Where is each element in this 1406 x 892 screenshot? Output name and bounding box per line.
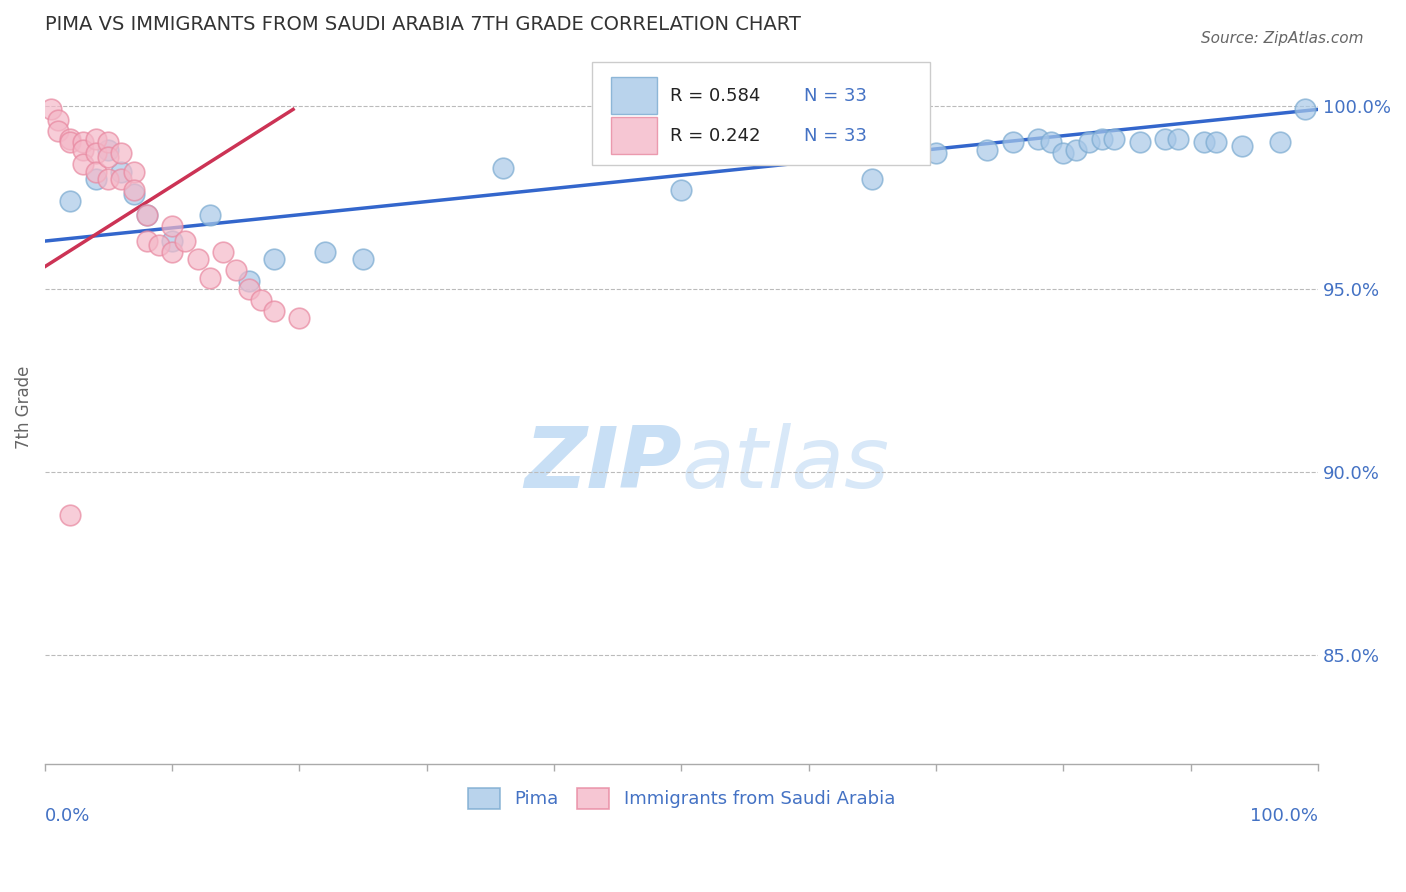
Point	[238, 274, 260, 288]
Point	[492, 161, 515, 175]
Text: 0.0%: 0.0%	[45, 807, 90, 825]
Point	[148, 237, 170, 252]
Point	[59, 136, 82, 150]
Point	[110, 172, 132, 186]
Point	[1077, 136, 1099, 150]
Point	[925, 146, 948, 161]
Point	[1167, 131, 1189, 145]
Text: N = 33: N = 33	[804, 127, 866, 145]
Point	[1039, 136, 1062, 150]
Point	[250, 293, 273, 307]
Point	[1268, 136, 1291, 150]
Point	[1205, 136, 1227, 150]
Point	[263, 303, 285, 318]
Point	[160, 245, 183, 260]
Point	[122, 186, 145, 201]
Point	[160, 234, 183, 248]
FancyBboxPatch shape	[612, 78, 657, 114]
Point	[1192, 136, 1215, 150]
Text: R = 0.242: R = 0.242	[671, 127, 761, 145]
Point	[72, 143, 94, 157]
Point	[97, 143, 120, 157]
Point	[212, 245, 235, 260]
Point	[976, 143, 998, 157]
Point	[72, 136, 94, 150]
Point	[1001, 136, 1024, 150]
Text: ZIP: ZIP	[524, 423, 682, 506]
FancyBboxPatch shape	[612, 117, 657, 154]
Text: N = 33: N = 33	[804, 87, 866, 104]
Text: PIMA VS IMMIGRANTS FROM SAUDI ARABIA 7TH GRADE CORRELATION CHART: PIMA VS IMMIGRANTS FROM SAUDI ARABIA 7TH…	[45, 15, 800, 34]
Point	[84, 131, 107, 145]
Legend: Pima, Immigrants from Saudi Arabia: Pima, Immigrants from Saudi Arabia	[461, 780, 903, 816]
Point	[72, 157, 94, 171]
Text: atlas: atlas	[682, 423, 890, 506]
Point	[1154, 131, 1177, 145]
Point	[135, 209, 157, 223]
Point	[288, 310, 311, 325]
Point	[46, 113, 69, 128]
Point	[84, 146, 107, 161]
Point	[862, 172, 884, 186]
Point	[97, 150, 120, 164]
Point	[1230, 139, 1253, 153]
Point	[135, 209, 157, 223]
Point	[97, 136, 120, 150]
Point	[110, 146, 132, 161]
Point	[1294, 103, 1316, 117]
Point	[1064, 143, 1087, 157]
Point	[1026, 131, 1049, 145]
Point	[59, 131, 82, 145]
Point	[200, 209, 222, 223]
Point	[97, 172, 120, 186]
Point	[84, 172, 107, 186]
Point	[1129, 136, 1152, 150]
Point	[59, 508, 82, 523]
Point	[314, 245, 336, 260]
Point	[160, 219, 183, 234]
Point	[1104, 131, 1126, 145]
Text: R = 0.584: R = 0.584	[671, 87, 761, 104]
Point	[84, 164, 107, 178]
Point	[187, 252, 209, 267]
Point	[135, 234, 157, 248]
Point	[200, 270, 222, 285]
FancyBboxPatch shape	[592, 62, 929, 165]
Point	[1052, 146, 1074, 161]
Point	[39, 103, 62, 117]
Point	[122, 164, 145, 178]
Point	[671, 183, 693, 197]
Y-axis label: 7th Grade: 7th Grade	[15, 366, 32, 450]
Point	[173, 234, 195, 248]
Text: Source: ZipAtlas.com: Source: ZipAtlas.com	[1201, 31, 1364, 46]
Point	[352, 252, 374, 267]
Point	[122, 183, 145, 197]
Point	[263, 252, 285, 267]
Point	[46, 124, 69, 138]
Point	[110, 164, 132, 178]
Point	[238, 282, 260, 296]
Point	[1091, 131, 1114, 145]
Text: 100.0%: 100.0%	[1250, 807, 1319, 825]
Point	[59, 194, 82, 208]
Point	[225, 263, 247, 277]
